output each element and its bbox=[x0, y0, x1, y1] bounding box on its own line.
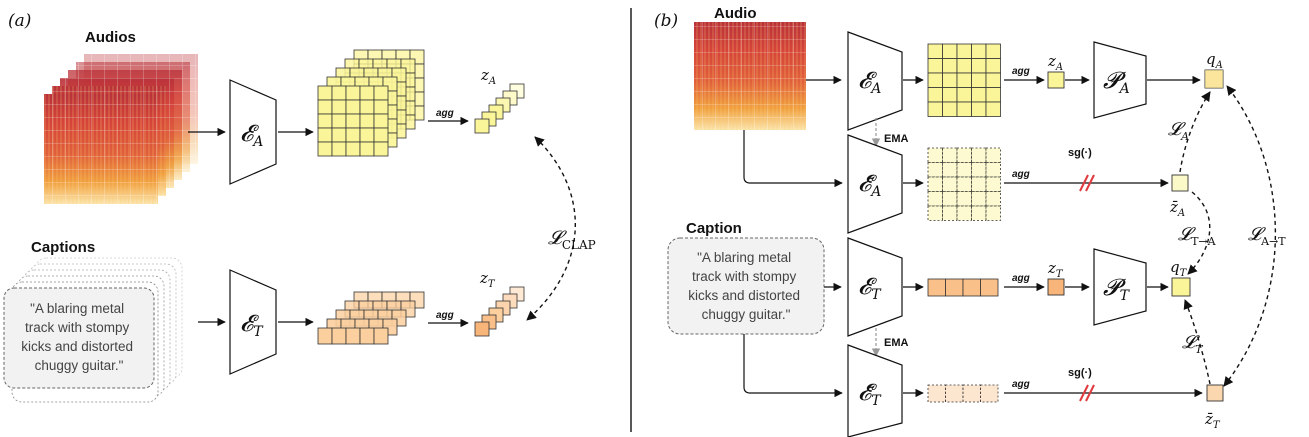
audio-embedding-grid-stack bbox=[317, 49, 425, 157]
arrow-audio-to-ea-bar bbox=[743, 130, 843, 188]
z-a-vector-stack bbox=[474, 83, 525, 134]
text-encoder-b: 𝓔T bbox=[847, 237, 903, 337]
ema-label-top: EMA bbox=[884, 133, 909, 145]
agg-label-3: agg bbox=[1012, 273, 1030, 284]
agg-label-2: agg bbox=[1012, 169, 1030, 180]
text-embedding-row bbox=[927, 278, 999, 297]
loss-a-label: 𝓛A bbox=[1168, 119, 1189, 143]
z-t-label-b: zT bbox=[1047, 259, 1064, 280]
caption-box-stack bbox=[3, 257, 183, 403]
ema-label-bottom: EMA bbox=[884, 337, 909, 349]
audio-encoder-b: 𝓔A bbox=[847, 31, 903, 131]
stop-gradient-mark-bottom bbox=[1079, 384, 1095, 402]
clap-loss-label: 𝓛CLAP bbox=[548, 227, 596, 252]
z-t-bar-label: z̄T bbox=[1204, 410, 1221, 431]
text-encoder-a: 𝓔T bbox=[229, 269, 277, 375]
captions-heading: Captions bbox=[31, 239, 95, 256]
z-a-bar-square bbox=[1171, 174, 1189, 192]
sg-label-bottom: sg(·) bbox=[1068, 367, 1092, 379]
caption-text-b: "A blaring metal track with stompy kicks… bbox=[688, 250, 804, 322]
caption-heading: Caption bbox=[686, 220, 742, 237]
loss-t-to-a-arrow bbox=[1187, 191, 1211, 275]
sg-label-top: sg(·) bbox=[1068, 147, 1092, 159]
text-embedding-row-stack bbox=[317, 291, 425, 345]
loss-t-label: 𝓛T bbox=[1182, 332, 1204, 356]
z-t-square bbox=[1047, 278, 1065, 296]
z-a-bar-label: z̄A bbox=[1169, 198, 1185, 219]
q-t-label: qT bbox=[1170, 258, 1188, 279]
agg-label-text-a: agg bbox=[436, 310, 454, 321]
q-t-square bbox=[1171, 277, 1191, 297]
audio-ema-embedding-grid bbox=[927, 147, 1001, 221]
stop-gradient-mark-top bbox=[1079, 174, 1095, 192]
text-ema-embedding-row bbox=[927, 384, 999, 403]
audios-heading: Audios bbox=[85, 29, 136, 46]
z-a-label-b: zA bbox=[1047, 52, 1063, 73]
z-t-bar-square bbox=[1206, 384, 1224, 402]
q-a-label: qA bbox=[1206, 50, 1223, 71]
audio-projector: 𝓟A bbox=[1093, 41, 1147, 119]
loss-t-to-a-label: 𝓛T→A bbox=[1178, 224, 1217, 248]
audio-encoder-a: 𝓔A bbox=[229, 79, 277, 185]
audio-heading: Audio bbox=[714, 5, 757, 22]
caption-box-b bbox=[667, 237, 825, 335]
loss-a-arrow bbox=[1179, 91, 1211, 173]
panel-b-label: (b) bbox=[654, 11, 678, 31]
audio-embedding-grid bbox=[927, 43, 1001, 117]
arrow-caption-to-et-bar bbox=[743, 334, 843, 398]
audio-spectrogram bbox=[694, 22, 806, 130]
z-a-square bbox=[1047, 71, 1065, 89]
z-t-label: zT bbox=[479, 269, 496, 290]
caption-text-a: "A blaring metal track with stompy kicks… bbox=[21, 301, 137, 373]
audio-ema-encoder: 𝓔̄A bbox=[847, 134, 903, 234]
panel-b: (b) Audio 𝓔A agg zA 𝓟A qA bbox=[654, 5, 1286, 437]
loss-a-to-t-label: 𝓛A→T bbox=[1248, 224, 1286, 248]
agg-label-1: agg bbox=[1012, 66, 1030, 77]
agg-label-audio-a: agg bbox=[436, 108, 454, 119]
text-projector: 𝓟T bbox=[1093, 248, 1147, 326]
panel-a: (a) Audios 𝓔A agg bbox=[3, 11, 596, 403]
text-ema-encoder: 𝓔̄T bbox=[847, 344, 903, 437]
z-a-label: zA bbox=[480, 66, 496, 87]
agg-label-4: agg bbox=[1012, 379, 1030, 390]
loss-a-to-t-arrow bbox=[1223, 85, 1276, 387]
panel-a-label: (a) bbox=[8, 11, 31, 31]
audio-spectrogram-stack bbox=[44, 54, 198, 204]
loss-t-arrow bbox=[1183, 299, 1211, 385]
z-t-vector-stack bbox=[474, 286, 525, 337]
